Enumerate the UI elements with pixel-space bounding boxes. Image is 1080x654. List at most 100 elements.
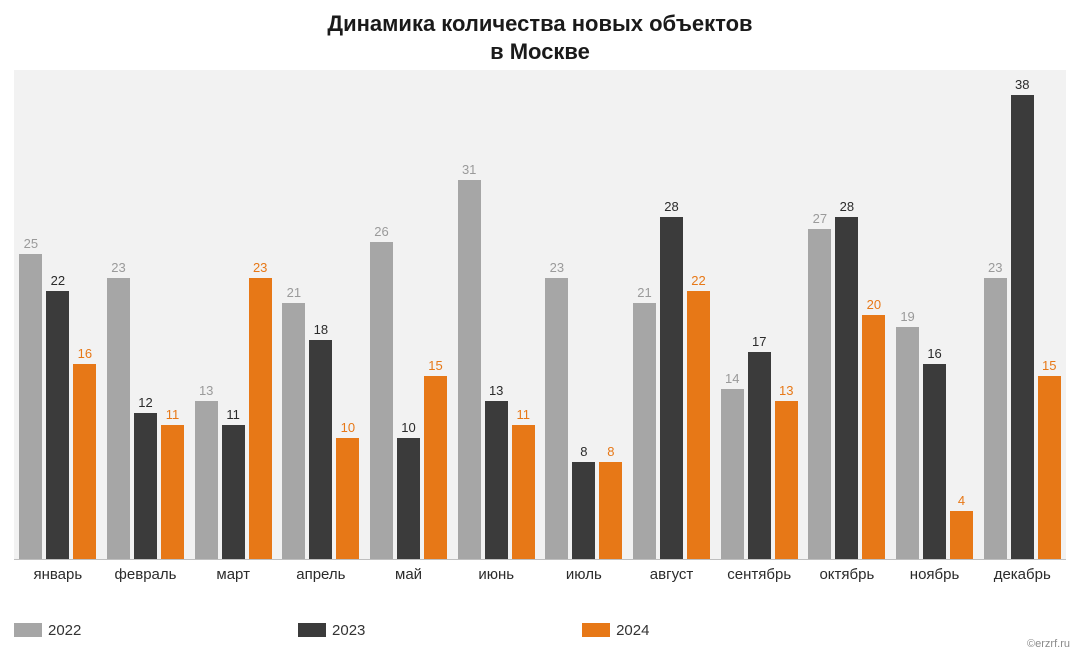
bar-rect: [748, 352, 771, 560]
month-group: 131123: [189, 70, 277, 560]
bar-value-label: 17: [752, 334, 766, 349]
bar: 18: [309, 340, 332, 561]
bar-value-label: 11: [516, 407, 530, 422]
bar-value-label: 12: [138, 395, 152, 410]
bar-value-label: 8: [580, 444, 587, 459]
bar-value-label: 10: [341, 420, 355, 435]
bar-rect: [633, 303, 656, 560]
x-axis-label: март: [189, 566, 277, 583]
bar: 15: [1038, 376, 1061, 560]
bar-value-label: 21: [637, 285, 651, 300]
x-axis-label: декабрь: [978, 566, 1066, 583]
bar-value-label: 18: [314, 322, 328, 337]
legend: 2022 2023 2024: [14, 620, 1066, 640]
bar-value-label: 8: [607, 444, 614, 459]
bar-value-label: 13: [779, 383, 793, 398]
bar-rect: [222, 425, 245, 560]
bar-rect: [485, 401, 508, 560]
x-axis-label: октябрь: [803, 566, 891, 583]
bar-rect: [950, 511, 973, 560]
bar-rect: [397, 438, 420, 561]
bar: 25: [19, 254, 42, 560]
bar-rect: [249, 278, 272, 560]
bar: 8: [572, 462, 595, 560]
x-axis-label: январь: [14, 566, 102, 583]
bar-value-label: 23: [550, 260, 564, 275]
legend-item: 2024: [582, 622, 649, 639]
bar: 19: [896, 327, 919, 560]
legend-swatch: [298, 623, 326, 637]
bar: 21: [282, 303, 305, 560]
legend-label: 2022: [48, 622, 81, 639]
bar: 31: [458, 180, 481, 560]
bar: 26: [370, 242, 393, 561]
bar-rect: [73, 364, 96, 560]
bar: 23: [107, 278, 130, 560]
bar-value-label: 22: [691, 273, 705, 288]
bar: 23: [545, 278, 568, 560]
bar-value-label: 23: [111, 260, 125, 275]
bar: 13: [195, 401, 218, 560]
month-group: 252216: [14, 70, 102, 560]
month-group: 19 16 4: [891, 70, 979, 560]
bar-value-label: 27: [813, 211, 827, 226]
month-group: 2388: [540, 70, 628, 560]
bar-value-label: 38: [1015, 77, 1029, 92]
bar-rect: [370, 242, 393, 561]
bar: 28: [835, 217, 858, 560]
bar-rect: [134, 413, 157, 560]
legend-swatch: [14, 623, 42, 637]
bar-value-label: 15: [428, 358, 442, 373]
bar-rect: [687, 291, 710, 561]
bar-value-label: 13: [199, 383, 213, 398]
bar-rect: [721, 389, 744, 561]
legend-item: 2023: [298, 622, 365, 639]
legend-item: 2022: [14, 622, 81, 639]
bar-value-label: 13: [489, 383, 503, 398]
bar-rect: [923, 364, 946, 560]
month-group: 311311: [452, 70, 540, 560]
bar: 13: [775, 401, 798, 560]
x-axis-label: ноябрь: [891, 566, 979, 583]
bar-rect: [599, 462, 622, 560]
bar-rect: [660, 217, 683, 560]
x-axis-label: сентябрь: [715, 566, 803, 583]
bar-rect: [572, 462, 595, 560]
bar-rect: [775, 401, 798, 560]
bar-value-label: 28: [664, 199, 678, 214]
bar-rect: [984, 278, 1007, 560]
bar-value-label: 16: [78, 346, 92, 361]
bar-value-label: 4: [958, 493, 965, 508]
bar-value-label: 10: [401, 420, 415, 435]
bar-rect: [512, 425, 535, 560]
bar-rect: [862, 315, 885, 560]
bar-rect: [336, 438, 359, 561]
bar: 28: [660, 217, 683, 560]
bar: 22: [46, 291, 69, 561]
x-axis-label: февраль: [102, 566, 190, 583]
bar: 20: [862, 315, 885, 560]
month-group: 211810: [277, 70, 365, 560]
legend-swatch: [582, 623, 610, 637]
bar-value-label: 23: [988, 260, 1002, 275]
bar: 27: [808, 229, 831, 560]
bar-rect: [282, 303, 305, 560]
month-group: 212822: [628, 70, 716, 560]
x-axis-label: июнь: [452, 566, 540, 583]
bar-rect: [195, 401, 218, 560]
chart-title: Динамика количества новых объектов в Мос…: [0, 0, 1080, 65]
bar: 16: [73, 364, 96, 560]
bar: 22: [687, 291, 710, 561]
bar-rect: [309, 340, 332, 561]
month-group: 261015: [365, 70, 453, 560]
bar-value-label: 16: [927, 346, 941, 361]
bar-value-label: 23: [253, 260, 267, 275]
bar-rect: [835, 217, 858, 560]
month-group: 23 12 11: [102, 70, 190, 560]
bar-rect: [1011, 95, 1034, 561]
bar-value-label: 14: [725, 371, 739, 386]
bars-row: 2522162312111311232118102610153113112388…: [14, 70, 1066, 560]
bar: 10: [397, 438, 420, 561]
bar: 11: [161, 425, 184, 560]
bar: 13: [485, 401, 508, 560]
